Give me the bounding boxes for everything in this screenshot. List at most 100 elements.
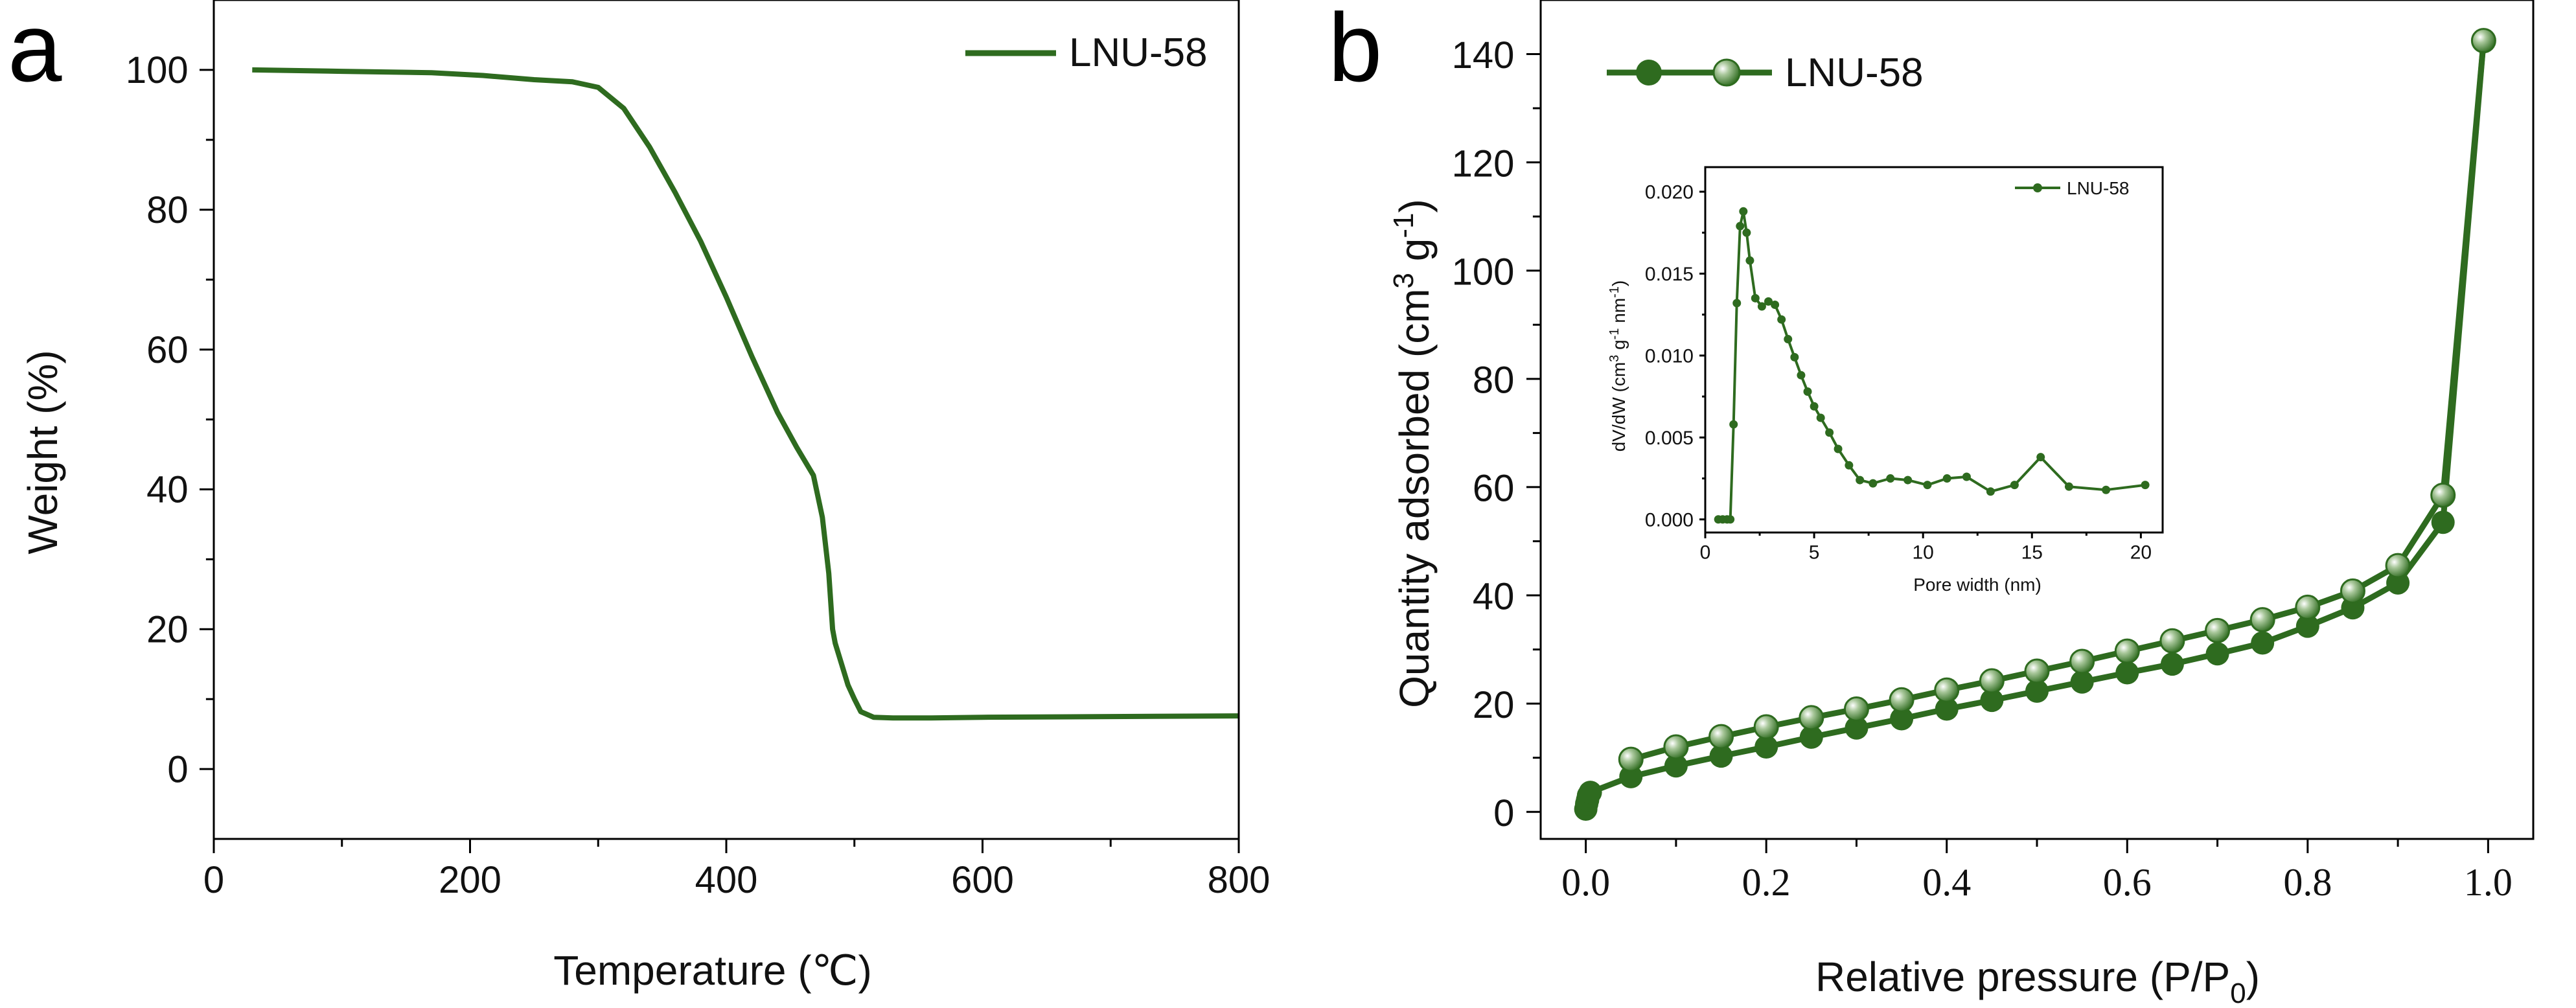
isotherm-x-tick-label: 0.0 — [1561, 861, 1610, 904]
isotherm-x-tick-label: 0.8 — [2283, 861, 2332, 904]
isotherm-x-tick-label: 1.0 — [2464, 861, 2513, 904]
adsorption-point — [1799, 725, 1823, 749]
tga-y-tick-label: 0 — [167, 748, 188, 790]
pore-size-point — [1751, 293, 1760, 303]
pore-size-y-tick-label: 0.010 — [1645, 345, 1694, 367]
pore-size-point — [1790, 352, 1799, 361]
pore-size-point — [1923, 481, 1932, 490]
adsorption-point — [1890, 707, 1914, 731]
isotherm-y-tick-label: 60 — [1473, 468, 1515, 510]
tga-y-tick-label: 20 — [146, 609, 189, 651]
pore-size-point — [1745, 256, 1754, 265]
pore-size-point — [1739, 207, 1748, 216]
adsorption-point — [2115, 661, 2139, 685]
pore-size-point — [1825, 428, 1834, 437]
panel-b-label: b — [1328, 0, 1382, 102]
adsorption-point — [2025, 679, 2049, 703]
adsorption-point — [1664, 754, 1688, 778]
isotherm-y-tick-label: 20 — [1473, 684, 1515, 726]
adsorption-point — [1845, 716, 1869, 740]
tga-y-axis-title: Weight (%) — [19, 350, 66, 554]
pore-size-legend: LNU-58 — [2015, 178, 2129, 198]
adsorption-point — [2160, 652, 2184, 676]
panel-a-label: a — [8, 0, 62, 102]
pore-size-point — [1903, 475, 1913, 485]
desorption-point — [2385, 553, 2411, 578]
pore-size-x-tick-label: 10 — [1913, 542, 1934, 564]
isotherm-plot-frame — [1539, 0, 2535, 840]
adsorption-point — [2431, 510, 2455, 534]
pore-size-legend-label: LNU-58 — [2067, 178, 2129, 198]
pore-size-x-axis-title: Pore width (nm) — [1913, 575, 2041, 595]
pore-size-point — [1886, 474, 1895, 483]
pore-size-point — [1726, 515, 1735, 524]
desorption-point — [1979, 668, 2005, 694]
desorption-point — [1889, 687, 1915, 713]
tga-legend: LNU-58 — [965, 30, 1208, 75]
isotherm-legend: LNU-58 — [1607, 51, 1924, 95]
desorption-point — [2249, 607, 2275, 633]
pore-size-point — [1732, 299, 1742, 308]
desorption-point — [2470, 28, 2496, 54]
pore-size-point — [1797, 371, 1806, 380]
pore-size-x-tick-label: 0 — [1700, 542, 1711, 564]
pore-size-point — [2010, 481, 2019, 490]
pore-size-point — [1845, 461, 1854, 470]
adsorption-point — [1619, 764, 1643, 788]
isotherm-y-tick-label: 140 — [1452, 34, 1515, 76]
tga-x-axis-title: Temperature (℃) — [553, 947, 872, 994]
isotherm-x-tick-label: 0.6 — [2103, 861, 2152, 904]
tga-y-tick-label: 80 — [146, 189, 189, 231]
isotherm-y-tick-label: 80 — [1473, 360, 1515, 402]
pore-size-point — [1869, 479, 1878, 488]
tga-x-tick-label: 600 — [951, 859, 1014, 901]
tga-series-layer — [252, 67, 1239, 721]
pore-size-point — [1942, 474, 1951, 483]
isotherm-x-axis-title: Relative pressure (P/P0) — [1815, 954, 2260, 1008]
desorption-point — [1843, 696, 1869, 722]
desorption-point — [1663, 734, 1689, 760]
pore-size-point — [1742, 228, 1751, 237]
isotherm-legend-label: LNU-58 — [1785, 51, 1924, 95]
isotherm-x-tick-label: 0.4 — [1922, 861, 1971, 904]
pore-size-point — [1803, 387, 1812, 396]
desorption-point — [1934, 677, 1960, 703]
pore-size-point — [1784, 335, 1793, 344]
tga-chart: 0 200 400 600 800 0 20 40 60 80 100 LNU-58 Tempera… — [19, 0, 1270, 994]
desorption-line — [1630, 40, 2487, 762]
pore-size-point — [1777, 315, 1786, 324]
desorption-point — [1618, 746, 1644, 772]
adsorption-point — [1935, 697, 1959, 721]
pore-size-y-tick-label: 0.015 — [1645, 264, 1694, 285]
pore-size-point — [2102, 485, 2111, 494]
isotherm-series-layer — [1574, 28, 2496, 821]
pore-size-point — [1834, 444, 1843, 453]
adsorption-point — [1709, 744, 1733, 768]
tga-curve — [252, 67, 1239, 721]
adsorption-point — [2251, 631, 2275, 655]
tga-y-tick-label: 60 — [146, 329, 189, 371]
pore-size-series-layer — [1714, 207, 2150, 524]
isotherm-legend-marker-desorption — [1712, 58, 1741, 87]
adsorption-point — [2295, 614, 2319, 638]
pore-size-point — [1810, 402, 1819, 411]
adsorption-point — [2070, 670, 2094, 694]
pore-size-plot-frame — [1704, 166, 2164, 534]
desorption-point — [2430, 482, 2456, 508]
tga-x-tick-label: 800 — [1208, 859, 1271, 901]
desorption-point — [2069, 648, 2095, 674]
pore-size-y-axis-title: dV/dW (cm3 g-1 nm-1) — [1607, 281, 1629, 452]
pore-size-point — [1736, 222, 1745, 231]
pore-size-point — [1729, 420, 1738, 429]
adsorption-point — [1754, 735, 1778, 759]
tga-legend-label: LNU-58 — [1069, 30, 1208, 75]
isotherm-y-tick-label: 0 — [1493, 792, 1514, 834]
desorption-point — [1708, 724, 1734, 750]
adsorption-point — [2386, 571, 2410, 595]
pore-size-point — [1764, 297, 1773, 306]
pore-size-point — [1816, 413, 1825, 422]
isotherm-y-tick-label: 120 — [1452, 143, 1515, 185]
pore-size-point — [1856, 475, 1865, 485]
pore-size-x-tick-label: 20 — [2130, 542, 2152, 564]
